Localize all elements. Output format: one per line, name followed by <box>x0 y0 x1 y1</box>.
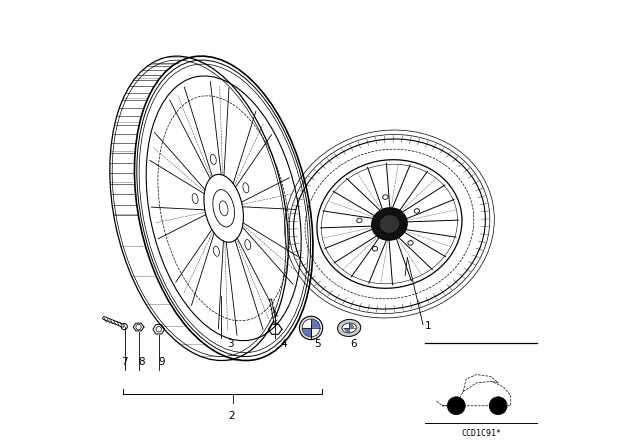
Text: 6: 6 <box>350 339 356 349</box>
Circle shape <box>300 316 323 340</box>
Text: 1: 1 <box>425 321 432 331</box>
Wedge shape <box>344 328 349 333</box>
Wedge shape <box>302 328 311 337</box>
Text: 4: 4 <box>280 339 287 349</box>
Ellipse shape <box>379 215 400 233</box>
Text: CCD1C91*: CCD1C91* <box>461 429 501 438</box>
Text: 9: 9 <box>159 357 165 367</box>
Text: 2: 2 <box>228 411 235 421</box>
Wedge shape <box>349 323 354 328</box>
Text: 8: 8 <box>139 357 145 367</box>
Ellipse shape <box>337 319 361 336</box>
Text: 3: 3 <box>227 339 234 349</box>
Circle shape <box>489 397 507 415</box>
Circle shape <box>302 319 320 337</box>
Text: 5: 5 <box>314 339 321 349</box>
Ellipse shape <box>372 208 407 240</box>
Ellipse shape <box>342 323 356 333</box>
Wedge shape <box>311 319 320 328</box>
Circle shape <box>447 397 465 415</box>
Text: 7: 7 <box>121 357 127 367</box>
